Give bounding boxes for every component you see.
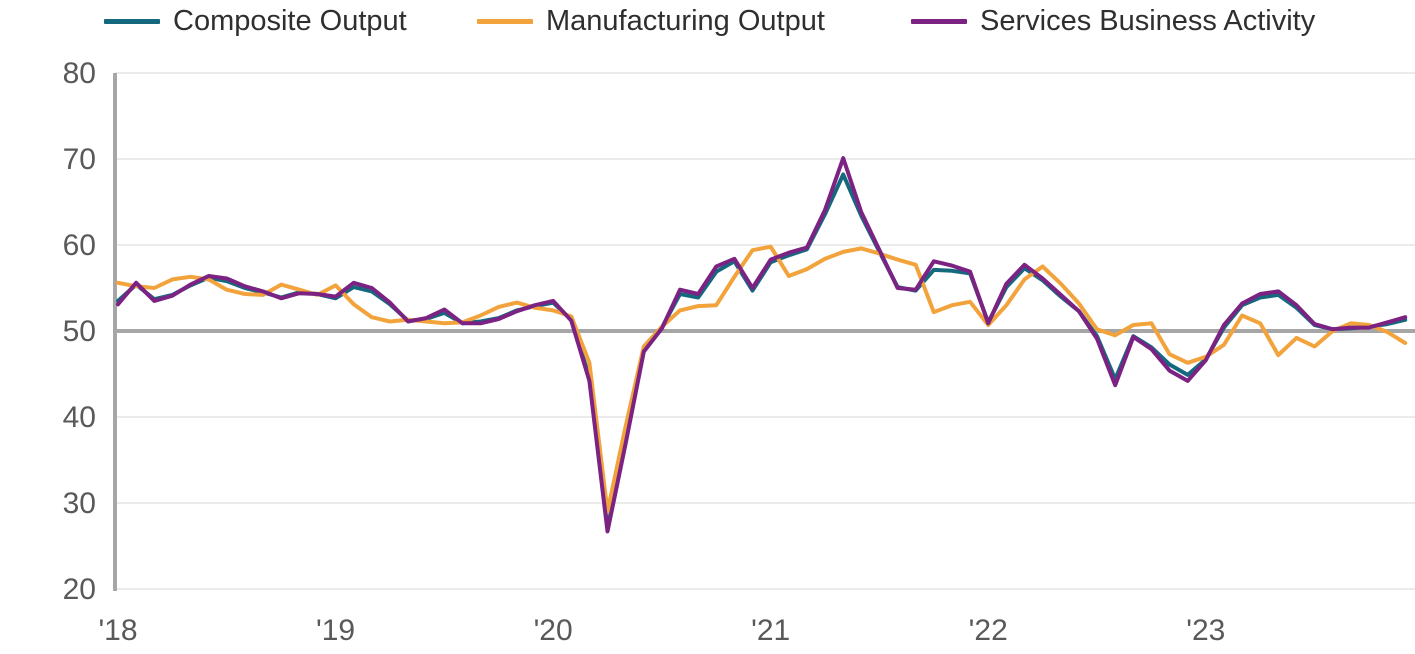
legend-item-services-business-activity: Services Business Activity bbox=[911, 4, 1315, 38]
manufacturing-output-line-swatch bbox=[477, 18, 533, 24]
legend-item-composite-output: Composite Output bbox=[104, 4, 407, 38]
series-line-services-business-activity bbox=[116, 156, 1408, 534]
y-tick-label-80: 80 bbox=[63, 57, 96, 90]
x-tick-label-23: '23 bbox=[1186, 614, 1225, 647]
composite-output-line-swatch bbox=[104, 18, 160, 24]
y-tick-label-70: 70 bbox=[63, 143, 96, 176]
legend-label-composite-output: Composite Output bbox=[173, 4, 407, 37]
x-tick-label-20: '20 bbox=[534, 614, 573, 647]
series-line-manufacturing-output bbox=[116, 244, 1408, 514]
legend-label-manufacturing-output: Manufacturing Output bbox=[546, 4, 825, 37]
legend-item-manufacturing-output: Manufacturing Output bbox=[477, 4, 825, 38]
x-tick-label-21: '21 bbox=[751, 614, 790, 647]
legend-label-services-business-activity: Services Business Activity bbox=[980, 4, 1316, 37]
y-tick-label-40: 40 bbox=[63, 401, 96, 434]
y-tick-label-50: 50 bbox=[63, 315, 96, 348]
x-tick-label-22: '22 bbox=[969, 614, 1008, 647]
y-tick-label-20: 20 bbox=[63, 573, 96, 606]
y-tick-label-30: 30 bbox=[63, 487, 96, 520]
x-tick-label-18: '18 bbox=[98, 614, 137, 647]
y-tick-label-60: 60 bbox=[63, 229, 96, 262]
x-tick-label-19: '19 bbox=[316, 614, 355, 647]
services-business-activity-line-swatch bbox=[911, 18, 967, 24]
chart-legend: Composite Output Manufacturing Output Se… bbox=[0, 4, 1415, 38]
